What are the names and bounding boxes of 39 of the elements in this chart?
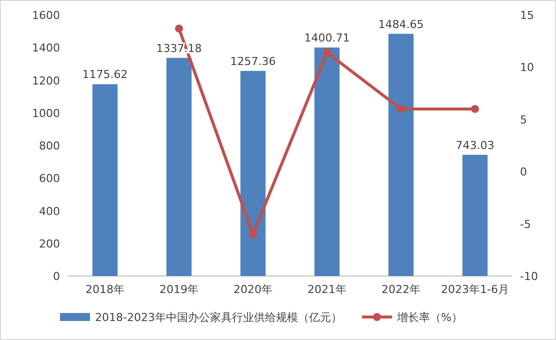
point <box>249 230 257 238</box>
y-tick-label: 200 <box>39 237 60 250</box>
x-tick-label: 2023年1-6月 <box>441 283 509 296</box>
y-tick-label: 1600 <box>32 9 60 22</box>
y2-tick-label: -10 <box>520 270 538 283</box>
y-tick-label: 600 <box>39 172 60 186</box>
data-label: 1484.65 <box>378 18 424 31</box>
data-label: 1257.36 <box>230 54 276 68</box>
y2-tick-label: 5 <box>520 113 527 126</box>
x-tick-label: 2018年 <box>86 283 124 296</box>
y-tick-label: 1400 <box>32 42 60 55</box>
point <box>175 24 183 33</box>
y-tick-label: 1200 <box>32 74 60 88</box>
point <box>397 104 405 113</box>
bar <box>92 84 118 276</box>
y2-tick-label: 0 <box>520 166 527 179</box>
y-tick-label: 800 <box>39 140 60 152</box>
y-tick-label: 400 <box>39 204 60 218</box>
y2-tick-label: 10 <box>520 61 534 74</box>
bar <box>462 154 488 276</box>
x-tick-label: 2020年 <box>234 283 272 296</box>
y2-tick-label: 15 <box>520 9 534 22</box>
data-label: 1175.62 <box>82 68 128 82</box>
data-label: 743.03 <box>456 138 494 152</box>
bar <box>388 34 414 276</box>
x-tick-label: 2021年 <box>308 283 346 296</box>
bar <box>314 48 340 276</box>
y-tick-label: 1000 <box>32 106 60 120</box>
y-tick-label: 0 <box>53 270 60 283</box>
legend-label: 2018-2023年中国办公家具行业供给规模（亿元） <box>95 311 342 324</box>
x-tick-label: 2019年 <box>160 283 198 296</box>
legend-label: 增长率（%） <box>396 311 462 324</box>
point <box>323 48 331 57</box>
bar <box>166 58 192 276</box>
bar <box>240 70 266 276</box>
data-label: 1400.71 <box>304 32 350 45</box>
x-tick-label: 2022年 <box>382 283 420 296</box>
y2-tick-label: -5 <box>520 218 531 231</box>
point <box>471 104 479 113</box>
